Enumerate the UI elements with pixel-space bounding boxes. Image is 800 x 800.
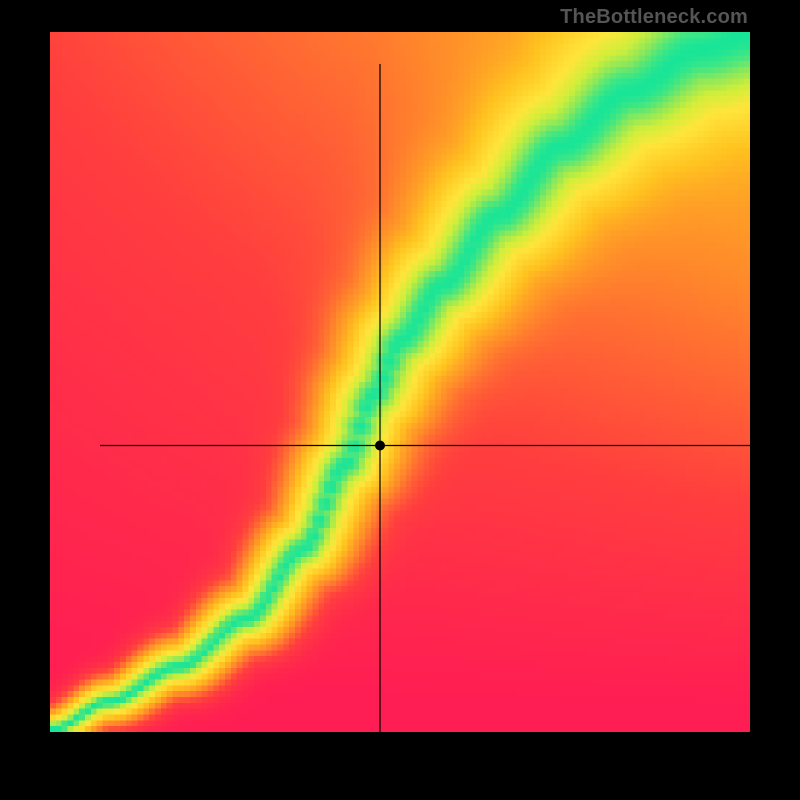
heatmap-canvas — [50, 32, 750, 732]
heatmap-plot — [50, 32, 750, 732]
watermark-text: TheBottleneck.com — [560, 6, 748, 29]
chart-container: { "watermark": { "text": "TheBottleneck.… — [0, 0, 800, 800]
